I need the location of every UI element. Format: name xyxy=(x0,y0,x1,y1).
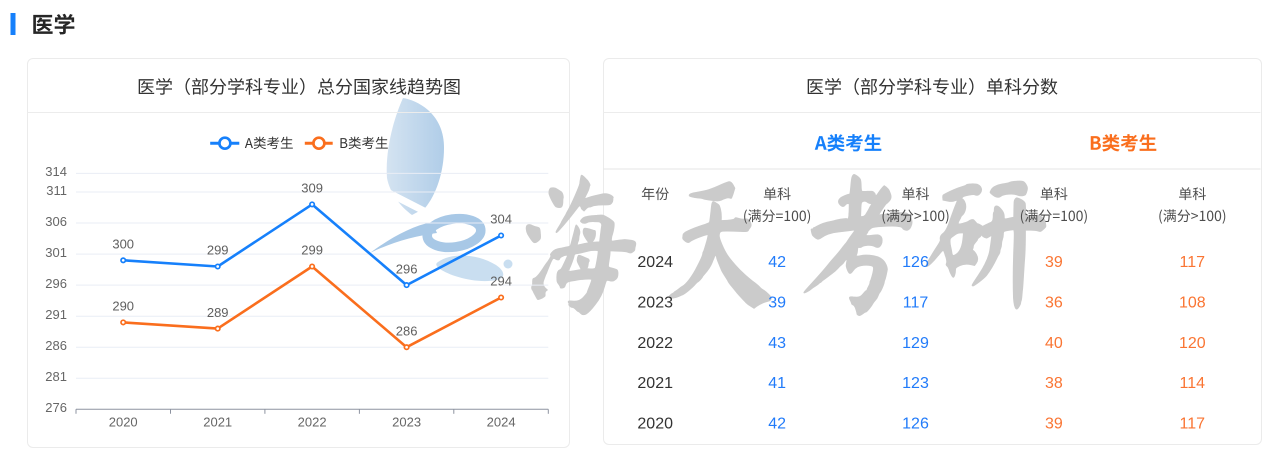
svg-text:117: 117 xyxy=(903,295,929,312)
svg-text:314: 314 xyxy=(45,164,67,179)
svg-text:39: 39 xyxy=(1045,415,1063,432)
svg-text:126: 126 xyxy=(902,415,929,432)
svg-text:39: 39 xyxy=(768,295,786,312)
svg-text:299: 299 xyxy=(207,243,229,258)
svg-text:38: 38 xyxy=(1045,375,1063,392)
svg-text:296: 296 xyxy=(45,276,67,291)
svg-text:40: 40 xyxy=(1045,335,1063,352)
svg-text:39: 39 xyxy=(1045,254,1063,271)
svg-text:2022: 2022 xyxy=(298,415,327,430)
svg-text:108: 108 xyxy=(1179,295,1206,312)
svg-text:299: 299 xyxy=(301,243,323,258)
svg-text:286: 286 xyxy=(396,323,418,338)
svg-text:311: 311 xyxy=(46,183,67,198)
svg-text:117: 117 xyxy=(1180,254,1206,271)
svg-text:42: 42 xyxy=(768,254,786,271)
svg-text:126: 126 xyxy=(902,254,929,271)
svg-text:291: 291 xyxy=(45,307,67,322)
svg-text:41: 41 xyxy=(768,375,786,392)
svg-text:306: 306 xyxy=(45,214,67,229)
svg-text:2023: 2023 xyxy=(392,415,421,430)
svg-text:276: 276 xyxy=(45,400,67,415)
svg-text:117: 117 xyxy=(1180,415,1206,432)
svg-text:286: 286 xyxy=(45,338,67,353)
svg-text:2022: 2022 xyxy=(637,335,673,352)
svg-text:2024: 2024 xyxy=(487,415,516,430)
svg-text:2021: 2021 xyxy=(637,375,673,392)
svg-text:114: 114 xyxy=(1180,375,1206,392)
svg-text:2020: 2020 xyxy=(637,415,673,432)
svg-text:129: 129 xyxy=(902,335,929,352)
svg-text:289: 289 xyxy=(207,305,229,320)
svg-text:309: 309 xyxy=(301,181,323,196)
svg-text:43: 43 xyxy=(768,335,786,352)
svg-text:120: 120 xyxy=(1179,335,1206,352)
svg-text:2020: 2020 xyxy=(109,415,138,430)
svg-text:2023: 2023 xyxy=(637,295,673,312)
svg-text:304: 304 xyxy=(490,212,512,227)
svg-text:281: 281 xyxy=(45,369,67,384)
svg-text:2024: 2024 xyxy=(637,254,673,271)
svg-text:294: 294 xyxy=(490,274,512,289)
svg-text:301: 301 xyxy=(45,245,67,260)
svg-text:123: 123 xyxy=(902,375,929,392)
svg-text:290: 290 xyxy=(112,299,134,314)
svg-text:300: 300 xyxy=(112,237,134,252)
svg-text:36: 36 xyxy=(1045,295,1063,312)
svg-text:42: 42 xyxy=(768,415,786,432)
svg-text:2021: 2021 xyxy=(203,415,232,430)
svg-text:296: 296 xyxy=(396,261,418,276)
